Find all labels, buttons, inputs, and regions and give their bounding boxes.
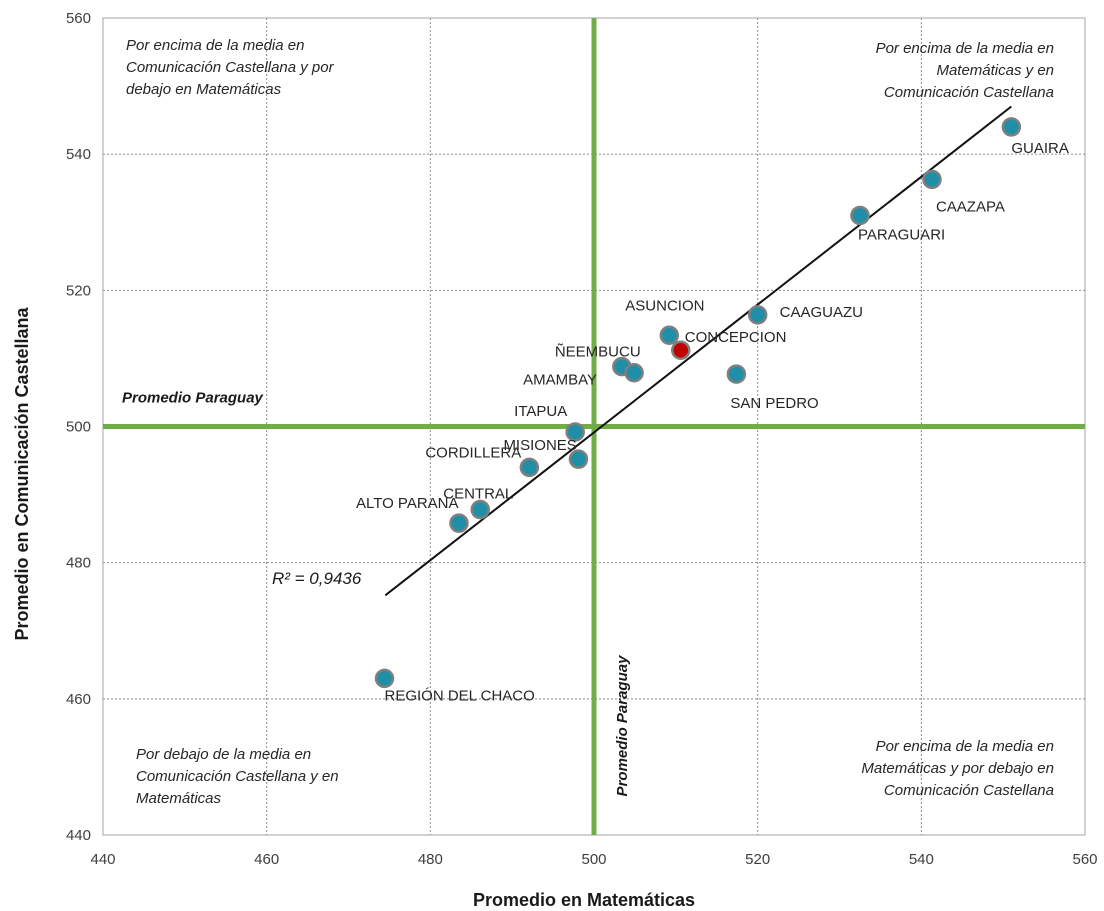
x-tick-label: 560 bbox=[1072, 851, 1097, 868]
quadrant-label-bottom-left: Matemáticas bbox=[136, 790, 222, 807]
y-tick-label: 480 bbox=[66, 555, 91, 572]
trendline-group: R² = 0,9436 bbox=[272, 105, 1012, 597]
x-tick-label: 500 bbox=[581, 851, 606, 868]
point-label: ITAPUA bbox=[514, 403, 567, 420]
point-label: SAN PEDRO bbox=[730, 395, 818, 412]
quadrant-label-top-left: debajo en Matemáticas bbox=[126, 81, 282, 98]
reference-label-vertical: Promedio Paraguay bbox=[614, 655, 631, 797]
y-tick-label: 560 bbox=[66, 10, 91, 27]
point-labels: GUAIRA CAAZAPA PARAGUARI CAAGUAZU ASUNCION CO… bbox=[356, 140, 1069, 704]
x-tick-label: 440 bbox=[90, 851, 115, 868]
data-point bbox=[922, 169, 942, 190]
x-axis-ticks: 440 460 480 500 520 540 560 bbox=[90, 851, 1097, 868]
reference-lines: Promedio Paraguay Promedio Paraguay bbox=[103, 18, 1085, 835]
data-point bbox=[449, 513, 469, 533]
point-label: GUAIRA bbox=[1011, 140, 1069, 157]
quadrant-label-bottom-right: Por encima de la media en bbox=[876, 738, 1054, 755]
reference-label-horizontal: Promedio Paraguay bbox=[122, 390, 264, 407]
y-tick-label: 540 bbox=[66, 146, 91, 163]
y-tick-label: 460 bbox=[66, 691, 91, 708]
point-label: CAAZAPA bbox=[936, 198, 1005, 215]
data-point bbox=[1001, 117, 1022, 137]
y-tick-label: 440 bbox=[66, 827, 91, 844]
data-point bbox=[374, 668, 395, 689]
data-point bbox=[470, 499, 491, 520]
quadrant-label-top-right: Matemáticas y en bbox=[936, 62, 1054, 79]
quadrant-label-top-left: Por encima de la media en bbox=[126, 37, 304, 54]
point-label: REGIÓN DEL CHACO bbox=[385, 687, 535, 704]
x-tick-label: 540 bbox=[909, 851, 934, 868]
quadrant-label-top-right: Por encima de la media en bbox=[876, 40, 1054, 57]
quadrant-label-top-left: Comunicación Castellana y por bbox=[126, 59, 335, 76]
x-tick-label: 480 bbox=[418, 851, 443, 868]
point-label: CAAGUAZU bbox=[780, 304, 863, 321]
x-tick-label: 460 bbox=[254, 851, 279, 868]
quadrant-label-bottom-left: Comunicación Castellana y en bbox=[136, 768, 339, 785]
data-point bbox=[519, 457, 540, 478]
quadrant-label-bottom-right: Matemáticas y por debajo en bbox=[861, 760, 1054, 777]
data-point bbox=[850, 205, 870, 226]
point-label: CENTRAL bbox=[443, 486, 513, 503]
y-axis-ticks: 440 460 480 500 520 540 560 bbox=[66, 10, 91, 844]
y-axis-title: Promedio en Comunicación Castellana bbox=[12, 306, 32, 640]
quadrant-labels: Por encima de la media en Comunicación Ca… bbox=[126, 37, 1054, 807]
point-label: ÑEEMBUCU bbox=[555, 344, 641, 361]
data-point bbox=[726, 364, 747, 384]
point-label: CORDILLERA bbox=[425, 444, 521, 461]
point-label: ASUNCION bbox=[625, 297, 704, 314]
point-label: PARAGUARI bbox=[858, 226, 945, 243]
point-label: ALTO PARANA bbox=[356, 495, 459, 512]
data-point bbox=[568, 449, 589, 469]
data-point bbox=[659, 325, 680, 346]
quadrant-label-top-right: Comunicación Castellana bbox=[884, 84, 1054, 101]
data-point bbox=[670, 340, 691, 360]
y-tick-label: 500 bbox=[66, 419, 91, 436]
data-points bbox=[374, 117, 1022, 689]
r-squared-label: R² = 0,9436 bbox=[272, 569, 362, 588]
y-tick-label: 520 bbox=[66, 282, 91, 299]
quadrant-label-bottom-left: Por debajo de la media en bbox=[136, 746, 311, 763]
x-tick-label: 520 bbox=[745, 851, 770, 868]
data-point bbox=[747, 305, 768, 325]
x-axis-title: Promedio en Matemáticas bbox=[473, 890, 695, 910]
point-label: AMAMBAY bbox=[523, 372, 597, 389]
data-point bbox=[565, 422, 585, 442]
point-label: CONCEPCION bbox=[685, 329, 787, 346]
point-label: MISIONES bbox=[503, 437, 576, 454]
trendline bbox=[384, 105, 1012, 597]
data-point bbox=[624, 362, 644, 383]
quadrant-label-bottom-right: Comunicación Castellana bbox=[884, 782, 1054, 799]
